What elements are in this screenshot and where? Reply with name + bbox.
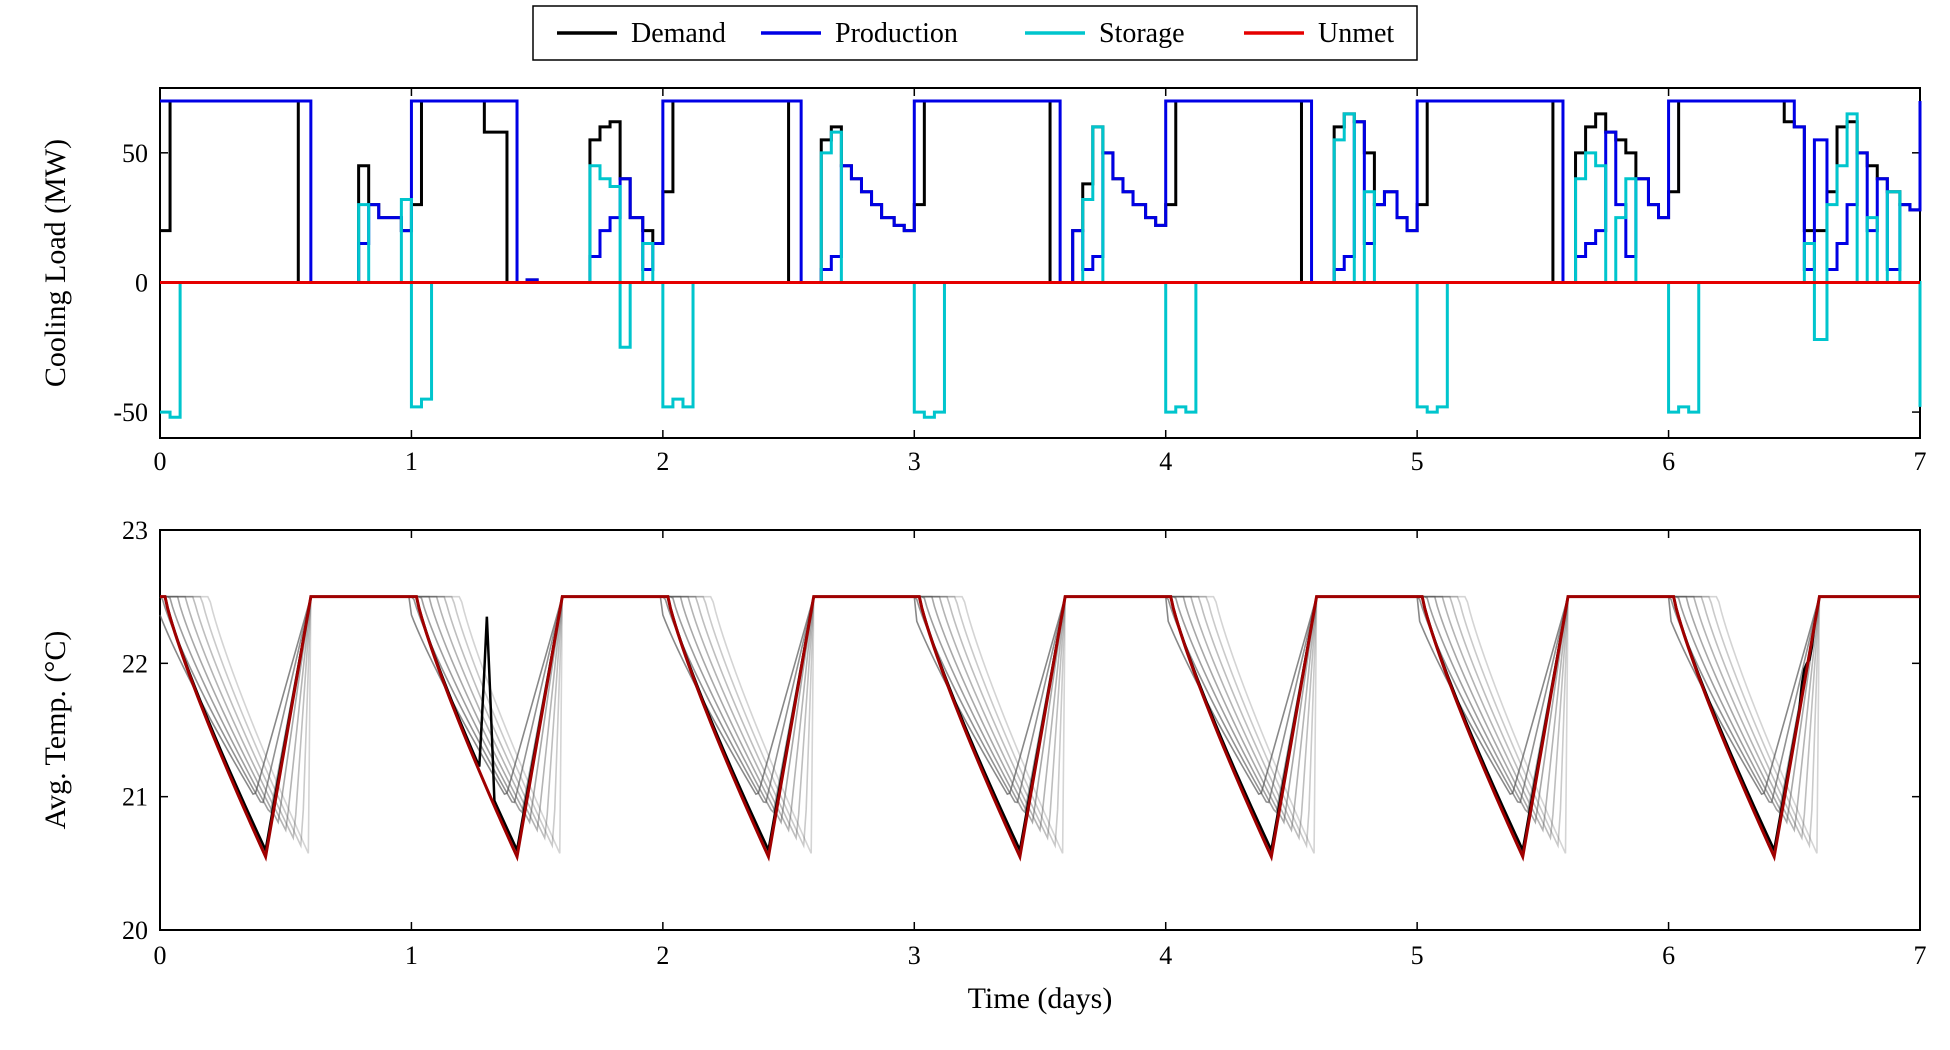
ytick-bot: 21 — [122, 783, 148, 812]
temp-trace-grey — [160, 597, 1920, 830]
figure-root: -5005001234567Cooling Load (MW)202122230… — [0, 0, 1950, 1050]
temp-trace-grey — [160, 597, 1920, 823]
ytick-bot: 22 — [122, 649, 148, 678]
xtick-bot: 3 — [908, 941, 921, 970]
xtick-top: 4 — [1159, 447, 1172, 476]
temp-trace-ref — [160, 597, 1920, 857]
xtick-top: 1 — [405, 447, 418, 476]
xtick-top: 0 — [154, 447, 167, 476]
figure-svg: -5005001234567Cooling Load (MW)202122230… — [0, 0, 1950, 1050]
ytick-bot: 20 — [122, 916, 148, 945]
xtick-bot: 6 — [1662, 941, 1675, 970]
series-demand — [160, 101, 1920, 282]
xtick-bot: 2 — [656, 941, 669, 970]
legend-label-production: Production — [835, 18, 958, 49]
series-storage — [160, 114, 1920, 417]
xtick-top: 2 — [656, 447, 669, 476]
legend-label-storage: Storage — [1099, 18, 1185, 49]
ylabel-bot: Avg. Temp. (°C) — [39, 631, 72, 830]
ylabel-top: Cooling Load (MW) — [39, 139, 72, 387]
xtick-top: 7 — [1914, 447, 1927, 476]
xtick-bot: 1 — [405, 941, 418, 970]
xtick-top: 3 — [908, 447, 921, 476]
ytick-top: 0 — [135, 268, 148, 297]
series-production — [160, 101, 1920, 282]
xtick-top: 6 — [1662, 447, 1675, 476]
temp-trace-grey — [160, 597, 1920, 846]
xtick-bot: 7 — [1914, 941, 1927, 970]
xtick-top: 5 — [1411, 447, 1424, 476]
legend-label-demand: Demand — [631, 18, 726, 49]
legend-label-unmet: Unmet — [1318, 18, 1394, 49]
ytick-top: -50 — [113, 398, 148, 427]
ytick-top: 50 — [122, 139, 148, 168]
xlabel: Time (days) — [968, 982, 1113, 1015]
xtick-bot: 5 — [1411, 941, 1424, 970]
xtick-bot: 0 — [154, 941, 167, 970]
ytick-bot: 23 — [122, 516, 148, 545]
xtick-bot: 4 — [1159, 941, 1172, 970]
